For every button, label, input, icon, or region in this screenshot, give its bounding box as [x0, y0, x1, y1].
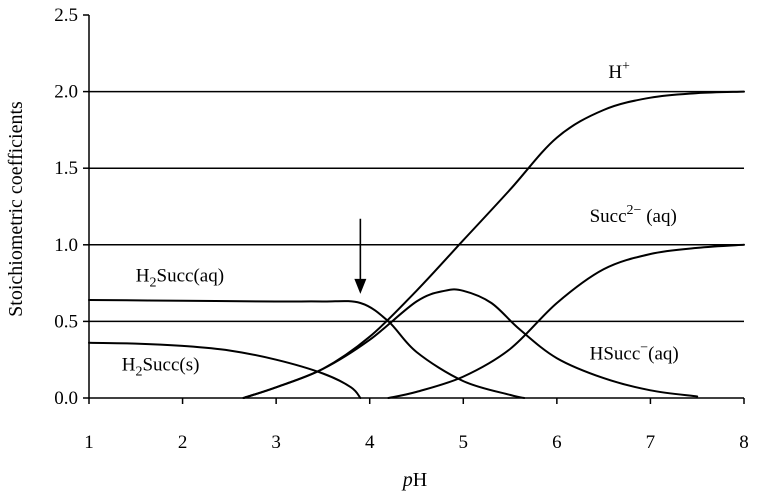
- annotation-3: HSucc−(aq): [590, 341, 679, 365]
- series-line-1: [387, 243, 745, 399]
- annotation-2: H2Succ(aq): [136, 266, 224, 291]
- x-tick-label-4: 5: [459, 432, 469, 453]
- annotations: H+ Succ2− (aq) H2Succ(aq) HSucc−(aq) H2Succ(…: [122, 59, 679, 380]
- annotation-1: Succ2− (aq): [590, 203, 677, 227]
- y-tick-label-0: 0.0: [54, 388, 78, 409]
- y-tick-label-2: 1.0: [54, 235, 78, 256]
- y-tick-label-3: 1.5: [54, 158, 78, 179]
- x-tick-label-1: 2: [178, 432, 188, 453]
- axes: [88, 15, 744, 399]
- series-line-2: [242, 288, 699, 399]
- x-tick-label-3: 4: [365, 432, 375, 453]
- series-line-4: [88, 341, 362, 399]
- y-tick-label-1: 0.5: [54, 311, 78, 332]
- y-axis-title: Stoichiometric coefficients: [5, 101, 27, 317]
- x-tick-label-2: 3: [271, 432, 281, 453]
- x-tick-label-0: 1: [84, 432, 94, 453]
- curves: [88, 90, 745, 399]
- annotation-0: H+: [608, 59, 630, 83]
- x-tick-label-6: 7: [646, 432, 656, 453]
- x-axis-title: pH: [401, 469, 427, 491]
- tick-labels: 0.0 0.5 1.0 1.5 2.0 2.5 1 2 3 4 5 6 7 8: [54, 5, 749, 453]
- arrow: [354, 218, 367, 294]
- annotation-4: H2Succ(s): [122, 354, 200, 379]
- y-tick-label-5: 2.5: [54, 5, 78, 26]
- series-line-3: [88, 299, 526, 399]
- x-axis-title-italic: p: [401, 469, 413, 491]
- x-axis-title-rest: H: [413, 469, 427, 491]
- gridlines: [89, 90, 744, 323]
- x-tick-label-5: 6: [552, 432, 562, 453]
- y-tick-label-4: 2.0: [54, 82, 78, 103]
- x-tick-label-7: 8: [739, 432, 749, 453]
- arrow-head: [354, 278, 367, 294]
